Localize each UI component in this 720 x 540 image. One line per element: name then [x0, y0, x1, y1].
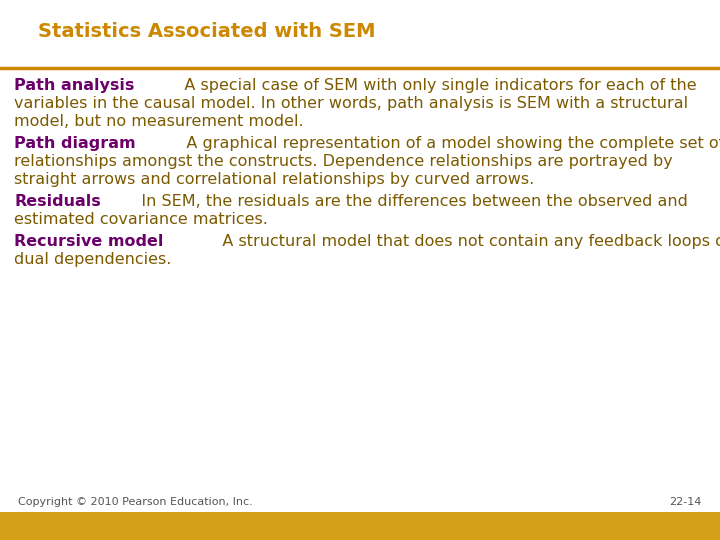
Text: straight arrows and correlational relationships by curved arrows.: straight arrows and correlational relati… — [14, 172, 534, 187]
Bar — [0, 512, 720, 540]
Text: Recursive model: Recursive model — [14, 234, 163, 249]
Text: Path analysis: Path analysis — [14, 78, 135, 93]
Text: variables in the causal model. In other words, path analysis is SEM with a struc: variables in the causal model. In other … — [14, 96, 688, 111]
Text: dual dependencies.: dual dependencies. — [14, 252, 171, 267]
Text: A graphical representation of a model showing the complete set of: A graphical representation of a model sh… — [171, 136, 720, 151]
Text: estimated covariance matrices.: estimated covariance matrices. — [14, 212, 268, 227]
Text: Copyright © 2010 Pearson Education, Inc.: Copyright © 2010 Pearson Education, Inc. — [18, 497, 253, 507]
Text: In SEM, the residuals are the differences between the observed and: In SEM, the residuals are the difference… — [126, 194, 688, 209]
Text: A special case of SEM with only single indicators for each of the: A special case of SEM with only single i… — [169, 78, 697, 93]
Text: A structural model that does not contain any feedback loops or: A structural model that does not contain… — [207, 234, 720, 249]
Text: relationships amongst the constructs. Dependence relationships are portrayed by: relationships amongst the constructs. De… — [14, 154, 672, 169]
Text: Path diagram: Path diagram — [14, 136, 135, 151]
Text: model, but no measurement model.: model, but no measurement model. — [14, 114, 304, 129]
Text: 22-14: 22-14 — [670, 497, 702, 507]
Text: Statistics Associated with SEM: Statistics Associated with SEM — [38, 22, 376, 41]
Text: Residuals: Residuals — [14, 194, 101, 209]
